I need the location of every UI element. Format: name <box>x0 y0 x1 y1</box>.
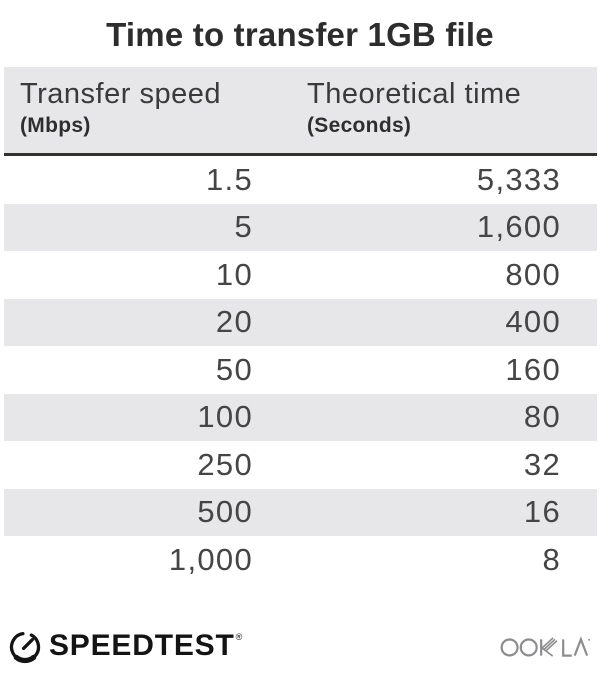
table-row: 50 160 <box>4 346 597 394</box>
table-row: 500 16 <box>4 488 597 536</box>
header-transfer-speed: Transfer speed (Mbps) <box>4 67 254 153</box>
cell-speed: 1,000 <box>168 541 253 577</box>
table-row: 10 800 <box>4 251 597 299</box>
cell-speed: 5 <box>234 209 253 245</box>
cell-time: 5,333 <box>476 161 561 197</box>
cell-speed: 20 <box>215 304 253 340</box>
table-header-row: Transfer speed (Mbps) Theoretical time (… <box>4 67 597 156</box>
cell-time: 32 <box>523 446 561 482</box>
cell-speed: 1.5 <box>206 161 253 197</box>
header-theoretical-time-label: Theoretical time <box>307 78 522 110</box>
ookla-logo <box>500 633 590 660</box>
cell-time: 400 <box>505 304 561 340</box>
header-transfer-speed-label: Transfer speed <box>20 78 221 110</box>
footer: SPEEDTEST ® <box>8 629 590 664</box>
table-body: 1.5 5,333 5 1,600 10 800 20 400 50 160 1… <box>4 156 597 584</box>
speedtest-wordmark: SPEEDTEST <box>49 628 235 662</box>
speedtest-logo: SPEEDTEST ® <box>8 629 242 664</box>
ookla-wordmark-icon <box>500 635 590 657</box>
header-theoretical-time-unit: (Seconds) <box>307 114 412 137</box>
speedtest-gauge-icon <box>9 631 41 663</box>
transfer-time-table: Transfer speed (Mbps) Theoretical time (… <box>4 67 597 584</box>
cell-speed: 100 <box>197 399 253 435</box>
cell-speed: 50 <box>215 351 253 387</box>
cell-time: 80 <box>523 399 561 435</box>
cell-time: 16 <box>523 494 561 530</box>
cell-time: 1,600 <box>476 209 561 245</box>
cell-time: 8 <box>542 541 561 577</box>
speedtest-registered-mark: ® <box>235 631 243 642</box>
cell-time: 160 <box>505 351 561 387</box>
cell-speed: 250 <box>197 446 253 482</box>
cell-speed: 500 <box>197 494 253 530</box>
table-row: 1.5 5,333 <box>4 156 597 204</box>
cell-time: 800 <box>505 256 561 292</box>
header-transfer-speed-unit: (Mbps) <box>20 114 91 137</box>
page-title: Time to transfer 1GB file <box>106 16 494 53</box>
header-theoretical-time: Theoretical time (Seconds) <box>254 67 597 153</box>
table-row: 5 1,600 <box>4 203 597 251</box>
table-row: 100 80 <box>4 393 597 441</box>
table-row: 1,000 8 <box>4 536 597 584</box>
cell-speed: 10 <box>215 256 253 292</box>
table-row: 20 400 <box>4 298 597 346</box>
table-row: 250 32 <box>4 441 597 489</box>
